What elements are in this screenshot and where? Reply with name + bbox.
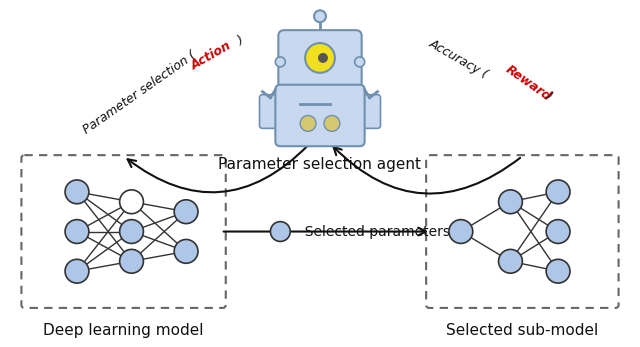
- Circle shape: [120, 220, 143, 244]
- FancyBboxPatch shape: [426, 155, 619, 308]
- Circle shape: [546, 259, 570, 283]
- Text: Accuracy (: Accuracy (: [427, 37, 491, 81]
- Circle shape: [355, 57, 365, 67]
- Circle shape: [120, 190, 143, 214]
- Circle shape: [499, 190, 522, 214]
- Circle shape: [271, 222, 291, 242]
- Circle shape: [324, 116, 340, 132]
- FancyBboxPatch shape: [278, 30, 362, 94]
- Text: ): ): [542, 89, 554, 102]
- Circle shape: [318, 53, 328, 63]
- Circle shape: [305, 43, 335, 73]
- Circle shape: [65, 220, 89, 244]
- Circle shape: [546, 220, 570, 244]
- Circle shape: [449, 220, 473, 244]
- FancyBboxPatch shape: [259, 95, 282, 128]
- Circle shape: [546, 180, 570, 204]
- Text: ): ): [236, 34, 246, 48]
- Circle shape: [174, 200, 198, 223]
- Circle shape: [314, 10, 326, 22]
- FancyBboxPatch shape: [275, 85, 365, 146]
- Circle shape: [300, 116, 316, 132]
- Text: Parameter selection agent: Parameter selection agent: [218, 157, 422, 172]
- Text: Selected parameters: Selected parameters: [296, 225, 450, 238]
- Text: Selected sub-model: Selected sub-model: [446, 323, 598, 338]
- FancyBboxPatch shape: [21, 155, 226, 308]
- Text: Reward: Reward: [503, 62, 554, 103]
- Circle shape: [275, 57, 285, 67]
- Circle shape: [174, 239, 198, 263]
- Circle shape: [65, 259, 89, 283]
- Circle shape: [65, 180, 89, 204]
- Text: Parameter selection (: Parameter selection (: [81, 49, 198, 137]
- Circle shape: [499, 249, 522, 273]
- Circle shape: [120, 249, 143, 273]
- Text: Deep learning model: Deep learning model: [44, 323, 204, 338]
- FancyBboxPatch shape: [358, 95, 381, 128]
- Text: Action: Action: [188, 39, 234, 73]
